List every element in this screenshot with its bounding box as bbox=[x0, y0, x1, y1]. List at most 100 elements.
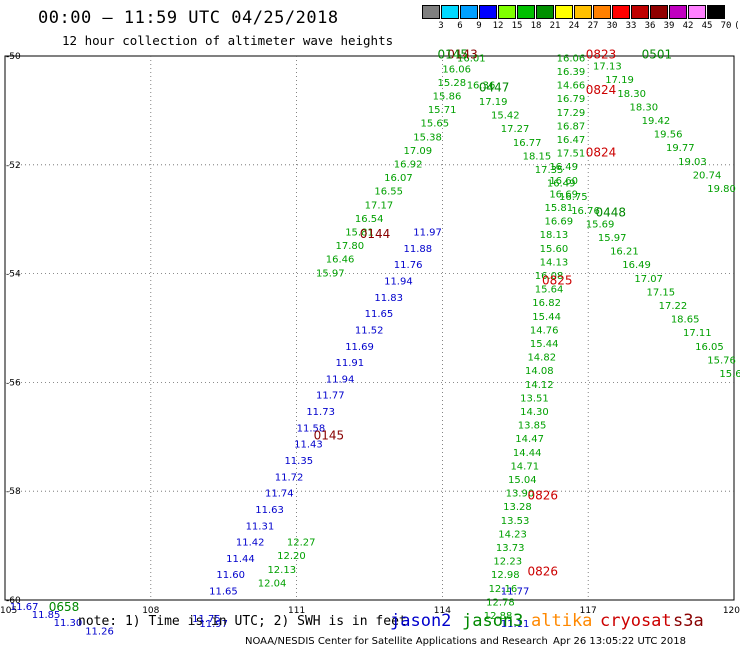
wave-height-jason3: 15.69 bbox=[586, 219, 615, 230]
wave-height-jason3: 12.16 bbox=[489, 584, 518, 595]
legend-entry-altika: altika bbox=[531, 611, 593, 631]
wave-height-jason3: 19.77 bbox=[666, 143, 695, 154]
wave-height-jason3: 12.27 bbox=[287, 538, 316, 549]
wave-height-jason3: 12.04 bbox=[258, 578, 287, 589]
wave-height-jason3: 14.44 bbox=[513, 448, 542, 459]
pass-time-label: 0825 bbox=[542, 273, 573, 287]
wave-height-jason3: 17.07 bbox=[634, 274, 663, 285]
wave-height-jason3: 19.56 bbox=[654, 130, 683, 141]
wave-height-jason3: 15.60 bbox=[540, 244, 569, 255]
wave-height-jason3: 14.30 bbox=[520, 407, 549, 418]
wave-height-jason3: 15.44 bbox=[532, 312, 561, 323]
wave-height-jason3: 16.69 bbox=[544, 217, 573, 228]
colorbar-label: 45 bbox=[701, 21, 713, 31]
wave-height-jason2: 11.63 bbox=[255, 505, 284, 516]
wave-height-jason3: 13.85 bbox=[518, 421, 547, 432]
colorbar-label: 33 bbox=[625, 21, 637, 31]
wave-height-jason3: 15.81 bbox=[345, 228, 374, 239]
wave-height-jason3: 18.15 bbox=[523, 151, 552, 162]
x-tick-label: 120 bbox=[723, 606, 740, 616]
colorbar-label: (ft) bbox=[734, 21, 740, 31]
wave-height-jason3: 13.53 bbox=[501, 516, 530, 527]
pass-time-label: 0145 bbox=[438, 48, 469, 62]
colorbar-label: 21 bbox=[549, 21, 561, 31]
wave-height-jason3: 15.64 bbox=[719, 369, 740, 380]
y-tick-label: -56 bbox=[6, 378, 21, 388]
pass-time-label: 0501 bbox=[642, 48, 673, 62]
wave-height-jason3: 19.42 bbox=[642, 116, 671, 127]
colorbar-label: 70 bbox=[720, 21, 732, 31]
colorbar-swatch bbox=[479, 5, 497, 19]
footer-note: note: 1) Time is in UTC; 2) SWH is in fe… bbox=[78, 614, 407, 629]
wave-height-jason3: 16.05 bbox=[695, 342, 724, 353]
wave-height-jason2: 11.52 bbox=[355, 325, 384, 336]
colorbar-swatch bbox=[441, 5, 459, 19]
wave-height-jason2: 11.44 bbox=[226, 554, 255, 565]
colorbar-swatch bbox=[517, 5, 535, 19]
y-tick-label: -60 bbox=[6, 596, 21, 606]
wave-height-jason3: 16.79 bbox=[557, 94, 586, 105]
chart-title: 00:00 – 11:59 UTC 04/25/2018 bbox=[38, 8, 339, 28]
wave-height-jason3: 15.71 bbox=[428, 105, 457, 116]
wave-height-jason3: 17.35 bbox=[535, 165, 564, 176]
colorbar-label: 9 bbox=[476, 21, 482, 31]
wave-height-jason2: 11.65 bbox=[365, 309, 394, 320]
colorbar-swatch bbox=[422, 5, 440, 19]
wave-height-jason3: 15.81 bbox=[544, 203, 573, 214]
wave-height-jason2: 11.60 bbox=[216, 570, 245, 581]
wave-height-jason3: 16.60 bbox=[549, 176, 578, 187]
wave-height-jason3: 14.08 bbox=[525, 366, 554, 377]
wave-height-jason3: 15.97 bbox=[316, 268, 345, 279]
wave-height-jason2: 11.97 bbox=[413, 228, 442, 239]
wave-height-jason3: 19.03 bbox=[678, 157, 707, 168]
wave-height-jason3: 16.49 bbox=[547, 179, 576, 190]
wave-height-jason3: 17.19 bbox=[605, 75, 634, 86]
wave-height-jason3: 15.86 bbox=[433, 92, 462, 103]
legend-entry-cryosat: cryosat bbox=[600, 611, 672, 631]
wave-height-jason2: 11.76 bbox=[394, 260, 423, 271]
wave-height-jason3: 16.47 bbox=[557, 135, 586, 146]
x-tick-label: 108 bbox=[142, 606, 159, 616]
wave-height-jason3: 16.77 bbox=[513, 138, 542, 149]
generation-timestamp: Apr 26 13:05:22 UTC 2018 bbox=[553, 636, 686, 647]
wave-height-jason2: 11.94 bbox=[326, 374, 355, 385]
wave-height-jason3: 16.08 bbox=[535, 271, 564, 282]
colorbar-swatch bbox=[460, 5, 478, 19]
colorbar-label: 18 bbox=[530, 21, 542, 31]
x-tick-label: 111 bbox=[288, 606, 305, 616]
colorbar-label: 42 bbox=[682, 21, 694, 31]
wave-height-jason3: 16.69 bbox=[549, 189, 578, 200]
wave-height-jason3: 16.54 bbox=[355, 214, 384, 225]
wave-height-jason2: 11.26 bbox=[85, 626, 114, 637]
wave-height-jason3: 18.30 bbox=[630, 102, 659, 113]
pass-time-label: 0145 bbox=[314, 429, 345, 443]
wave-height-jason3: 16.49 bbox=[549, 162, 578, 173]
wave-height-jason2: 11.94 bbox=[384, 276, 413, 287]
y-tick-label: -58 bbox=[6, 487, 21, 497]
colorbar-swatch bbox=[498, 5, 516, 19]
wave-height-jason2: 11.42 bbox=[236, 538, 265, 549]
pass-time-label: 0448 bbox=[595, 205, 626, 219]
colorbar-label: 39 bbox=[663, 21, 675, 31]
wave-height-jason2: 11.67 bbox=[10, 602, 39, 613]
wave-height-jason3: 12.13 bbox=[267, 565, 296, 576]
wave-height-jason3: 12.88 bbox=[484, 611, 513, 622]
colorbar-swatch bbox=[536, 5, 554, 19]
wave-height-jason3: 18.30 bbox=[617, 89, 646, 100]
wave-height-jason2: 11.65 bbox=[209, 587, 238, 598]
y-tick-label: -50 bbox=[6, 52, 21, 62]
wave-height-jason3: 16.75 bbox=[559, 192, 588, 203]
wave-height-jason3: 16.76 bbox=[571, 206, 600, 217]
wave-height-jason3: 15.76 bbox=[707, 355, 736, 366]
plot-frame bbox=[4, 55, 735, 601]
colorbar-label: 12 bbox=[492, 21, 504, 31]
wave-height-jason2: 11.58 bbox=[297, 423, 326, 434]
colorbar-swatch bbox=[574, 5, 592, 19]
wave-height-jason3: 16.06 bbox=[442, 64, 471, 75]
wave-height-jason2: 11.77 bbox=[501, 587, 530, 598]
wave-height-jason2: 11.77 bbox=[316, 391, 345, 402]
legend-entry-s3a: s3a bbox=[673, 611, 704, 631]
wave-height-jason2: 11.73 bbox=[306, 407, 335, 418]
wave-height-jason3: 14.47 bbox=[515, 434, 544, 445]
wave-height-jason2: 11.85 bbox=[32, 610, 61, 621]
